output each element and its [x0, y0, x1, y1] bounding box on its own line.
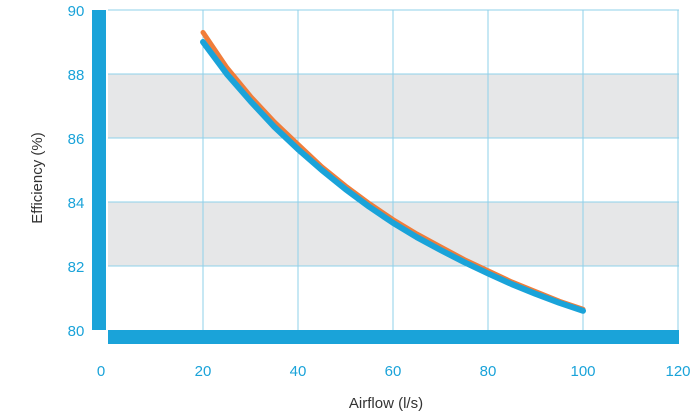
y-tick-label-86: 86 [68, 131, 85, 148]
y-tick-label-88: 88 [68, 67, 85, 84]
y-axis-title: Efficiency (%) [29, 132, 46, 223]
x-tick-label-60: 60 [385, 363, 402, 380]
gridlines [108, 9, 679, 330]
x-tick-label-40: 40 [290, 363, 307, 380]
x-axis-bar [108, 330, 679, 344]
series-lines [200, 29, 586, 314]
x-tick-label-0: 0 [97, 363, 105, 380]
x-tick-label-120: 120 [665, 363, 690, 380]
y-axis-bar [92, 10, 106, 330]
x-tick-label-100: 100 [570, 363, 595, 380]
x-tick-label-20: 20 [195, 363, 212, 380]
y-tick-label-84: 84 [68, 195, 85, 212]
x-axis-title: Airflow (l/s) [349, 395, 423, 412]
y-tick-label-80: 80 [68, 323, 85, 340]
y-tick-label-90: 90 [68, 3, 85, 20]
x-tick-label-80: 80 [480, 363, 497, 380]
y-tick-label-82: 82 [68, 259, 85, 276]
series-line-1 [200, 39, 586, 314]
tick-labels: 0 20 40 60 80 100 120 80 82 84 86 88 90 [68, 3, 691, 380]
axes [92, 10, 679, 344]
